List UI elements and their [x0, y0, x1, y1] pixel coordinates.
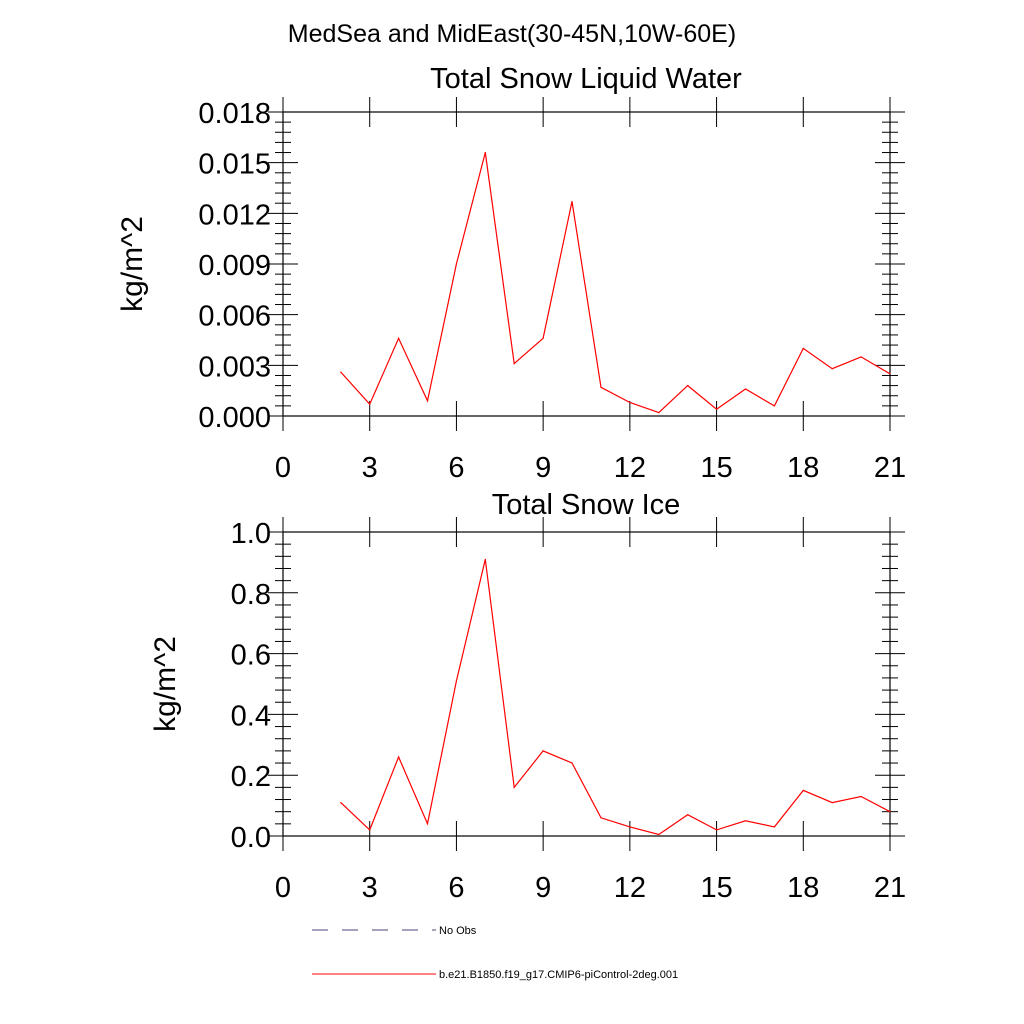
x-tick-label: 0 [275, 872, 291, 904]
legend-label-model: b.e21.B1850.f19_g17.CMIP6-piControl-2deg… [439, 969, 678, 981]
x-tick-label: 6 [448, 452, 464, 484]
y-axis-label: kg/m^2 [149, 636, 182, 732]
y-tick-label: 1.0 [231, 518, 271, 550]
data-point [484, 558, 486, 561]
y-tick-label: 0.000 [198, 402, 271, 434]
y-tick-label: 0.015 [198, 149, 271, 181]
data-point [340, 371, 342, 373]
data-point [860, 356, 862, 358]
y-tick-label: 0.003 [198, 351, 271, 383]
x-tick-label: 6 [448, 872, 464, 904]
data-point [426, 823, 429, 825]
x-tick-label: 21 [874, 452, 906, 484]
data-point [889, 373, 891, 375]
data-point [484, 151, 486, 154]
legend-label-no-obs: No Obs [439, 925, 477, 937]
data-point [629, 401, 631, 404]
data-point [744, 388, 747, 390]
x-tick-label: 12 [614, 452, 646, 484]
data-point [542, 337, 544, 339]
y-tick-label: 0.8 [231, 579, 271, 611]
x-tick-label: 21 [874, 872, 906, 904]
y-tick-label: 0.006 [198, 301, 271, 333]
figure-title: MedSea and MidEast(30-45N,10W-60E) [288, 20, 736, 48]
data-point [398, 337, 400, 339]
data-point [571, 200, 573, 203]
data-point [831, 368, 833, 370]
x-tick-label: 15 [700, 872, 732, 904]
panel-snow-ice: Total Snow Ice kg/m^2 0 3 6 9 12 15 18 21 0.0 0.2… [149, 489, 906, 904]
axis-ticks: 0 3 6 9 12 15 18 21 0.0 0.2 0.4 0.6 0.8 1.0 [231, 517, 906, 904]
data-point [571, 762, 573, 764]
x-tick-label: 9 [535, 452, 551, 484]
panel-title: Total Snow Ice [492, 489, 681, 521]
data-point [831, 802, 833, 804]
x-tick-label: 3 [362, 872, 378, 904]
x-tick-label: 15 [700, 452, 732, 484]
data-point [860, 795, 862, 798]
x-tick-label: 18 [787, 452, 819, 484]
y-axis-label: kg/m^2 [116, 216, 149, 312]
data-point [455, 263, 457, 265]
panel-title: Total Snow Liquid Water [430, 63, 742, 95]
data-point [629, 826, 631, 828]
x-tick-label: 9 [535, 872, 551, 904]
data-point [658, 412, 660, 414]
data-point [369, 403, 371, 405]
data-point [658, 833, 660, 836]
data-point [716, 829, 718, 831]
y-tick-label: 0.0 [231, 822, 271, 854]
data-point [716, 408, 718, 410]
series-line [340, 559, 891, 836]
series-line [340, 152, 891, 414]
x-tick-label: 0 [275, 452, 291, 484]
data-series [340, 151, 891, 414]
data-point [889, 811, 891, 813]
data-point [340, 802, 342, 804]
data-point [513, 786, 515, 789]
y-tick-label: 0.012 [198, 199, 271, 231]
data-point [802, 347, 804, 349]
data-point [773, 826, 776, 828]
data-point [600, 386, 602, 388]
data-point [426, 400, 429, 402]
data-point [773, 405, 776, 407]
y-tick-label: 0.009 [198, 250, 271, 282]
x-tick-label: 3 [362, 452, 378, 484]
plot-frame [282, 531, 891, 837]
y-tick-label: 0.4 [231, 700, 271, 732]
y-tick-label: 0.018 [198, 98, 271, 130]
data-point [687, 814, 689, 816]
data-point [513, 363, 515, 365]
data-point [744, 820, 747, 822]
data-point [398, 756, 400, 758]
x-tick-label: 18 [787, 872, 819, 904]
data-point [542, 750, 544, 752]
axis-ticks: 0 3 6 9 12 15 18 21 0.000 0.003 0.006 0.009 0.012 0.0… [198, 97, 906, 484]
legend: No Obs b.e21.B1850.f19_g17.CMIP6-piContr… [312, 925, 678, 981]
data-point [455, 680, 457, 682]
data-point [687, 385, 689, 387]
data-point [600, 817, 602, 819]
panel-snow-liquid-water: Total Snow Liquid Water kg/m^2 0 3 6 9 12 15 1… [116, 63, 906, 484]
x-tick-label: 12 [614, 872, 646, 904]
data-series [340, 558, 891, 836]
y-tick-label: 0.6 [231, 640, 271, 672]
data-point [369, 829, 371, 831]
y-tick-label: 0.2 [231, 761, 271, 793]
data-point [802, 789, 804, 792]
